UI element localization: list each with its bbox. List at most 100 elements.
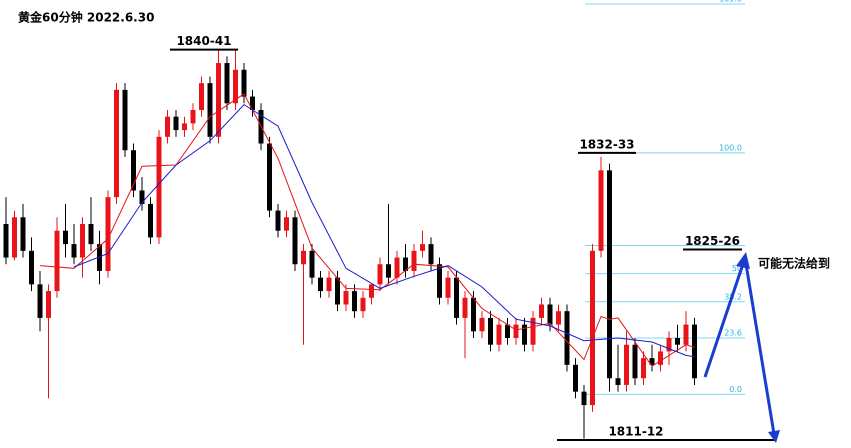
candle-body bbox=[462, 297, 468, 318]
arrow-head bbox=[768, 430, 780, 443]
candle-body bbox=[675, 338, 680, 345]
chart-title: 黄金60分钟 2022.6.30 bbox=[18, 10, 154, 25]
ma-layer bbox=[39, 93, 695, 367]
candle-body bbox=[352, 291, 357, 312]
candle-body bbox=[29, 250, 34, 285]
candle-body bbox=[360, 297, 366, 312]
candle-body bbox=[386, 264, 391, 278]
candle-body bbox=[411, 250, 417, 271]
candle-body bbox=[547, 304, 553, 325]
candle-body bbox=[624, 344, 629, 385]
candle-body bbox=[139, 190, 145, 204]
candle-body bbox=[301, 250, 306, 265]
candle-body bbox=[122, 89, 128, 151]
candle-body bbox=[488, 317, 493, 345]
candle-body bbox=[556, 311, 561, 325]
candle-body bbox=[590, 250, 595, 406]
candle-body bbox=[692, 324, 697, 379]
candle-body bbox=[173, 116, 179, 131]
fib-label: 0.0 bbox=[729, 385, 742, 394]
candle-body bbox=[241, 69, 247, 97]
candle-body bbox=[46, 291, 51, 318]
fib-label: 50 bbox=[732, 264, 742, 273]
candle-body bbox=[207, 83, 213, 137]
candle-body bbox=[394, 257, 400, 278]
candle-body bbox=[615, 378, 621, 385]
candle-body bbox=[666, 338, 672, 352]
candle-body bbox=[80, 224, 85, 258]
candle-body bbox=[598, 170, 604, 251]
candle-body bbox=[88, 224, 94, 245]
candle-body bbox=[284, 217, 289, 231]
candle-body bbox=[63, 230, 68, 245]
candle-body bbox=[513, 324, 519, 339]
candle-body bbox=[581, 391, 587, 406]
candle-body bbox=[326, 277, 332, 292]
candle-body bbox=[683, 324, 689, 345]
candle-body bbox=[377, 264, 383, 285]
candle-body bbox=[267, 143, 272, 211]
candle-body bbox=[54, 230, 60, 292]
candle-body bbox=[131, 150, 136, 191]
level-label: 1811-12 bbox=[608, 424, 663, 438]
candle-body bbox=[649, 358, 655, 365]
candle-body bbox=[428, 244, 434, 265]
candle-body bbox=[454, 277, 459, 318]
candle-body bbox=[335, 277, 340, 305]
candle-body bbox=[530, 317, 536, 345]
candle-body bbox=[471, 297, 476, 332]
candle-body bbox=[37, 284, 43, 318]
level-label: 1840-41 bbox=[176, 34, 231, 48]
candle-body bbox=[114, 89, 119, 198]
candle-body bbox=[343, 291, 349, 305]
candle-body bbox=[607, 170, 612, 379]
fib-label: 161.8 bbox=[719, 0, 742, 4]
annotation: 可能无法给到 bbox=[758, 256, 830, 271]
candle-body bbox=[445, 277, 451, 298]
candle-body bbox=[216, 63, 221, 137]
candle-body bbox=[20, 217, 26, 251]
candle-body bbox=[641, 358, 646, 379]
candle-body bbox=[224, 63, 230, 104]
candle-body bbox=[573, 364, 578, 392]
candle-body bbox=[275, 210, 281, 231]
fib-label: 100.0 bbox=[719, 143, 742, 152]
forecast-arrow bbox=[703, 257, 777, 441]
candle-body bbox=[165, 116, 170, 137]
level-layer: 1840-41 1832-33 1825-26 1811-12 bbox=[170, 34, 775, 441]
candle-body bbox=[199, 83, 204, 110]
candle-body bbox=[437, 264, 442, 298]
candle-body bbox=[318, 277, 323, 292]
candle-body bbox=[479, 317, 485, 332]
candle-body bbox=[309, 250, 315, 278]
candle-body bbox=[3, 224, 9, 258]
candle-body bbox=[71, 244, 77, 258]
candle-body bbox=[522, 324, 527, 345]
candle-body bbox=[250, 96, 255, 110]
candle-body bbox=[97, 244, 102, 271]
ma-line bbox=[39, 93, 695, 367]
candle-body bbox=[505, 324, 510, 339]
candle-body bbox=[292, 217, 298, 265]
candle-body bbox=[539, 304, 544, 318]
candle-body bbox=[190, 109, 196, 124]
candle-body bbox=[403, 257, 408, 271]
candle-body bbox=[233, 69, 238, 104]
candle-body bbox=[420, 244, 425, 251]
fib-label: 23.6 bbox=[724, 329, 742, 338]
candle-layer bbox=[3, 49, 697, 439]
candle-body bbox=[658, 351, 663, 365]
candle-body bbox=[496, 324, 502, 345]
candle-body bbox=[156, 136, 162, 238]
level-label: 1832-33 bbox=[579, 137, 634, 151]
candle-body bbox=[105, 197, 111, 271]
level-label: 1825-26 bbox=[685, 234, 740, 248]
arrow-head bbox=[736, 252, 750, 269]
ma-line bbox=[73, 103, 695, 358]
candle-body bbox=[564, 311, 570, 365]
candle-body bbox=[182, 123, 187, 131]
candle-body bbox=[148, 203, 153, 238]
candle-body bbox=[632, 344, 638, 379]
candle-body bbox=[369, 284, 374, 298]
